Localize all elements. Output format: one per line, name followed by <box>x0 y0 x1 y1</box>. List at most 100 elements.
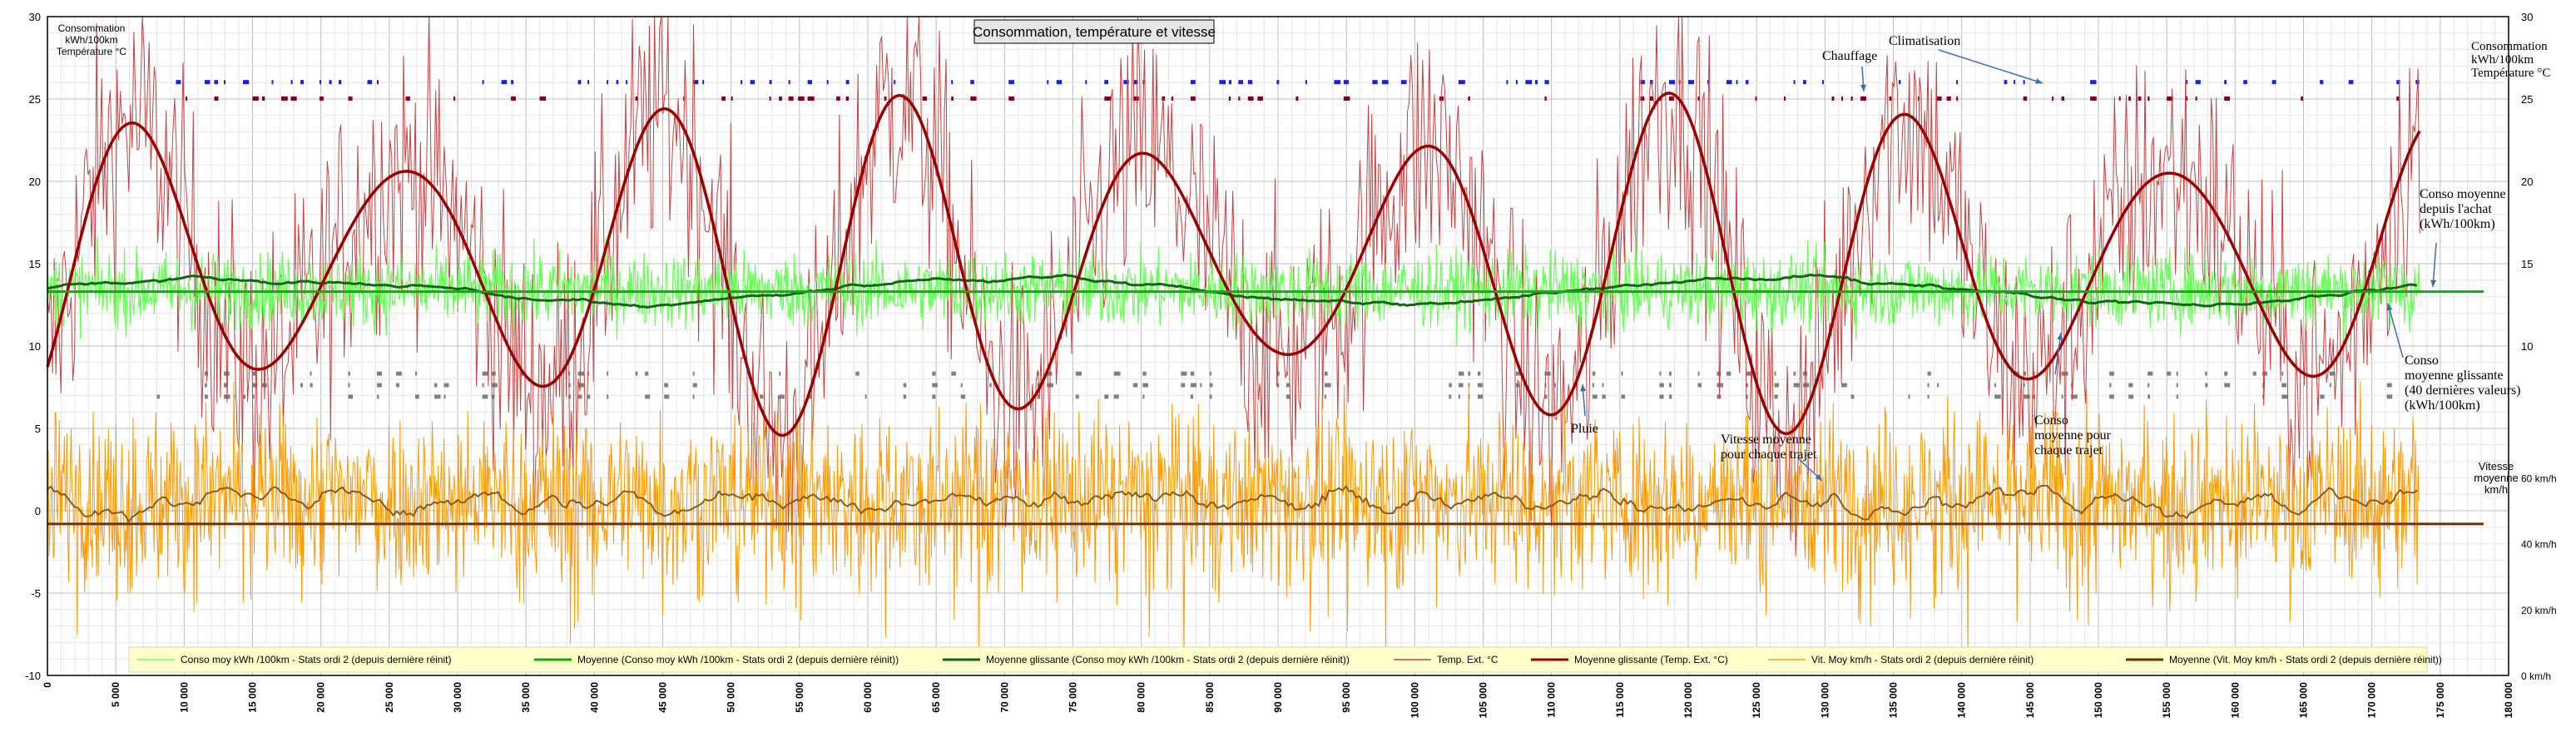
marker-chauffage <box>2052 96 2054 101</box>
marker-chauffage <box>1468 96 1470 101</box>
marker-climatisation <box>607 80 609 85</box>
marker-pluie <box>1181 383 1186 388</box>
marker-pluie <box>779 371 781 376</box>
marker-chauffage <box>635 96 638 101</box>
marker-climatisation <box>2195 80 2201 85</box>
marker-chauffage <box>252 96 259 101</box>
marker-chauffage <box>1295 96 1299 101</box>
marker-pluie <box>645 371 649 376</box>
annotation-arrow <box>2432 242 2437 288</box>
marker-pluie <box>156 394 160 399</box>
marker-chauffage <box>2167 96 2173 101</box>
marker-climatisation <box>271 80 274 85</box>
annotation-chauffage: Chauffage <box>1822 49 1877 63</box>
annotation-climatisation: Climatisation <box>1889 34 1960 48</box>
marker-climatisation <box>1534 80 1538 85</box>
x-tick-label: 0 <box>42 682 53 688</box>
x-tick-label: 115 000 <box>1614 682 1626 718</box>
speed-axis-title: moyenne <box>2474 472 2518 484</box>
annotation-vitesse-trajet: pour chaque trajet <box>1721 448 1817 462</box>
marker-pluie <box>807 394 813 399</box>
marker-pluie <box>2205 383 2208 388</box>
marker-climatisation <box>1305 80 1307 85</box>
marker-climatisation <box>511 80 514 85</box>
marker-climatisation <box>1104 80 1108 85</box>
marker-climatisation <box>1956 80 1959 85</box>
marker-pluie <box>1113 394 1119 399</box>
series-temp-ext <box>47 16 2420 556</box>
marker-climatisation <box>339 80 342 85</box>
marker-pluie <box>664 394 670 399</box>
marker-pluie <box>1659 383 1664 388</box>
marker-climatisation <box>2004 80 2008 85</box>
y-tick-label: 10 <box>29 340 41 353</box>
annotation-arrowhead <box>1860 84 1866 92</box>
x-tick-label: 95 000 <box>1340 682 1352 713</box>
x-tick-label: 130 000 <box>1819 682 1830 719</box>
marker-pluie <box>1190 394 1194 399</box>
marker-pluie <box>1113 371 1121 376</box>
marker-chauffage <box>1956 96 1959 101</box>
marker-pluie <box>2109 383 2112 388</box>
marker-pluie <box>2147 394 2151 399</box>
marker-pluie <box>2281 371 2284 376</box>
marker-climatisation <box>577 80 582 85</box>
marker-chauffage <box>1918 96 1920 101</box>
speed-axis-title: km/h <box>2484 483 2508 496</box>
marker-chauffage <box>1171 96 1174 101</box>
marker-pluie <box>1668 383 1672 388</box>
marker-pluie <box>242 394 246 399</box>
marker-climatisation <box>1525 80 1533 85</box>
marker-pluie <box>635 371 638 376</box>
marker-chauffage <box>405 96 410 101</box>
marker-climatisation <box>1793 80 1796 85</box>
marker-climatisation <box>1726 80 1732 85</box>
legend-label: Moyenne (Vit. Moy km/h - Stats ordi 2 (d… <box>2169 654 2442 665</box>
y-tick-label: 20 <box>29 176 41 188</box>
annotation-conso-glissante: (kWh/100km) <box>2405 398 2480 413</box>
marker-pluie <box>492 394 495 399</box>
marker-climatisation <box>626 80 628 85</box>
marker-climatisation <box>1132 80 1138 85</box>
marker-climatisation <box>2186 80 2188 85</box>
marker-chauffage <box>2061 96 2064 101</box>
marker-pluie <box>1458 383 1464 388</box>
marker-chauffage <box>1008 96 1015 101</box>
marker-climatisation <box>300 80 305 85</box>
marker-pluie <box>2128 383 2133 388</box>
y-right-tick-label: 10 <box>2521 340 2533 353</box>
x-tick-label: 20 000 <box>315 682 327 713</box>
marker-climatisation <box>1544 80 1549 85</box>
x-tick-label: 10 000 <box>178 682 190 713</box>
marker-chauffage <box>1104 96 1112 101</box>
x-tick-label: 50 000 <box>726 682 737 713</box>
marker-pluie <box>1927 383 1930 388</box>
marker-chauffage <box>281 96 288 101</box>
marker-pluie <box>1458 371 1464 376</box>
marker-pluie <box>2176 383 2178 388</box>
annotation-conso-trajet: chaque trajet <box>2034 443 2103 458</box>
marker-pluie <box>1746 371 1751 376</box>
annotation-arrow <box>2387 303 2404 359</box>
annotation-pluie: Pluie <box>1571 422 1598 436</box>
annotation-arrowhead <box>2057 333 2063 340</box>
marker-climatisation <box>1640 80 1645 85</box>
marker-pluie <box>932 394 936 399</box>
marker-pluie <box>692 383 697 388</box>
marker-chauffage <box>214 96 219 101</box>
marker-chauffage <box>1228 96 1231 101</box>
x-tick-label: 15 000 <box>247 682 259 713</box>
marker-pluie <box>2023 383 2025 388</box>
marker-climatisation <box>2320 80 2324 85</box>
marker-chauffage <box>320 96 324 101</box>
marker-climatisation <box>2243 80 2247 85</box>
marker-chauffage <box>2301 96 2304 101</box>
marker-chauffage <box>2090 96 2097 101</box>
marker-pluie <box>1927 394 1930 399</box>
left-axis-title: Consommation <box>58 22 126 34</box>
marker-pluie <box>1276 371 1280 376</box>
marker-pluie <box>1793 383 1800 388</box>
marker-pluie <box>1477 383 1483 388</box>
marker-pluie <box>1324 383 1331 388</box>
marker-pluie <box>1190 371 1195 376</box>
